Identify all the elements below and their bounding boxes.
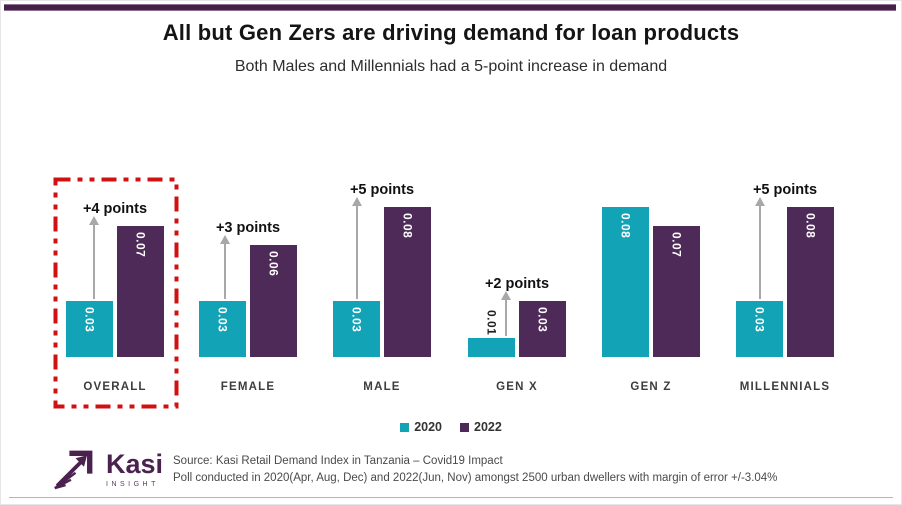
- legend-item-2022: 2022: [460, 420, 502, 434]
- bar-2020-gen-z: 0.08: [602, 207, 649, 357]
- bar-2020-overall: 0.03: [66, 300, 113, 357]
- bar-value-label: 0.03: [349, 306, 364, 333]
- annotation-gen-x: +2 points: [484, 275, 550, 292]
- bar-value-label: 0.03: [82, 306, 97, 333]
- legend-label-2020: 2020: [414, 420, 442, 434]
- chart-group-overall: 0.03 0.07: [66, 225, 164, 357]
- annotation-overall: +4 points: [82, 200, 148, 217]
- bar-value-label: 0.03: [752, 306, 767, 333]
- bar-value-label: 0.07: [669, 231, 684, 258]
- annotation-millennials: +5 points: [752, 182, 818, 198]
- bar-value-label: 0.01: [484, 309, 499, 336]
- category-label-female: FEMALE: [220, 381, 276, 393]
- category-label-millennials: MILLENNIALS: [739, 381, 831, 393]
- bar-2022-male: 0.08: [384, 207, 431, 357]
- bar-value-label: 0.06: [266, 250, 281, 276]
- chart-group-gen-x: 0.01 0.03: [468, 300, 566, 357]
- logo-tagline: INSIGHT: [106, 480, 159, 488]
- kasi-logo-text: Kasi INSIGHT: [106, 448, 164, 488]
- source-line-2: Poll conducted in 2020(Apr, Aug, Dec) an…: [173, 472, 778, 485]
- bar-value-label: 0.07: [133, 231, 148, 258]
- bar-2020-millennials: 0.03: [736, 300, 783, 357]
- annotation-male: +5 points: [349, 182, 415, 198]
- page-subtitle: Both Males and Millennials had a 5-point…: [234, 58, 668, 75]
- bar-2020-male: 0.03: [333, 300, 380, 357]
- increase-arrow-icon-gen-x: [500, 290, 511, 337]
- kasi-logo-arrow-icon: [54, 450, 93, 490]
- chart-group-gen-z: 0.08 0.07: [602, 207, 700, 357]
- legend-label-2022: 2022: [474, 420, 502, 434]
- bar-value-label: 0.08: [803, 213, 818, 239]
- category-label-overall: OVERALL: [83, 381, 147, 393]
- page-title: All but Gen Zers are driving demand for …: [162, 20, 740, 45]
- legend-swatch-2020: [400, 422, 410, 432]
- bar-value-label: 0.03: [215, 306, 230, 333]
- bar-value-label: 0.08: [400, 213, 415, 239]
- bar-2022-gen-x: 0.03: [519, 300, 566, 357]
- bar-value-label: 0.03: [535, 306, 550, 333]
- bar-2020-gen-x: 0.01: [468, 310, 515, 357]
- bar-2022-female: 0.06: [250, 244, 297, 357]
- bar-value-label: 0.08: [618, 213, 633, 239]
- category-label-male: MALE: [363, 381, 401, 393]
- chart-group-millennials: 0.03 0.08: [736, 207, 834, 357]
- increase-arrow-icon-overall: [88, 215, 99, 299]
- top-accent-bar: [4, 4, 896, 11]
- annotation-female: +3 points: [215, 219, 281, 236]
- chart-group-male: 0.03 0.08: [333, 207, 431, 357]
- bottom-divider: [9, 497, 893, 498]
- increase-arrow-icon-male: [351, 197, 362, 299]
- source-note: Source: Kasi Retail Demand Index in Tanz…: [173, 453, 777, 488]
- highlight-box-overall: [53, 177, 179, 409]
- legend-item-2020: 2020: [400, 420, 442, 434]
- chart-group-female: 0.03 0.06: [199, 244, 297, 357]
- category-label-gen-x: GEN X: [496, 381, 538, 393]
- logo-name: Kasi: [106, 448, 164, 479]
- legend-swatch-2022: [460, 422, 469, 432]
- increase-arrow-icon-millennials: [754, 197, 765, 299]
- category-label-gen-z: GEN Z: [630, 381, 672, 393]
- source-line-1: Source: Kasi Retail Demand Index in Tanz…: [173, 455, 503, 467]
- chart-legend: 2020 2022: [1, 420, 901, 434]
- kasi-logo: Kasi INSIGHT: [51, 447, 163, 491]
- bar-2022-gen-z: 0.07: [653, 225, 700, 357]
- increase-arrow-icon-female: [219, 234, 230, 299]
- bar-2022-millennials: 0.08: [787, 207, 834, 357]
- bar-2020-female: 0.03: [199, 300, 246, 357]
- bar-2022-overall: 0.07: [117, 225, 164, 357]
